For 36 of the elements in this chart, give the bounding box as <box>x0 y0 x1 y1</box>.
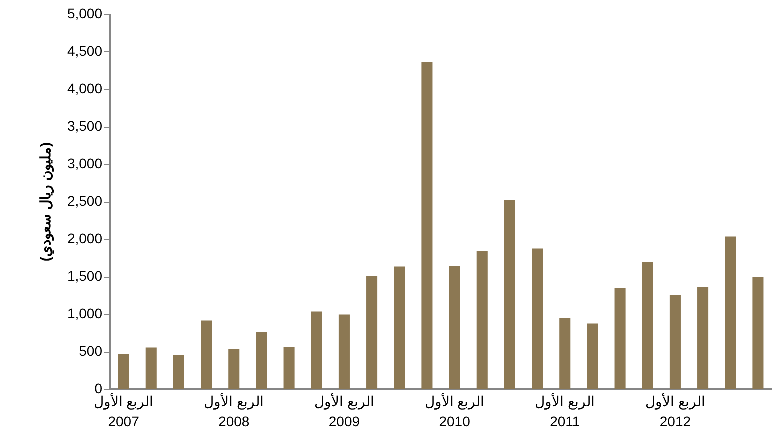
bar <box>670 295 681 389</box>
bar <box>698 287 709 389</box>
y-tick-label: 3,000 <box>67 156 103 172</box>
bar <box>228 349 240 389</box>
bar <box>366 276 378 389</box>
bar <box>311 312 322 389</box>
bar <box>587 324 598 389</box>
bar <box>256 332 268 389</box>
y-tick-label: 0 <box>94 380 103 396</box>
y-tick-label: 4,500 <box>67 43 103 59</box>
y-tick-label: 1,500 <box>67 268 103 284</box>
bar <box>449 266 460 389</box>
bar <box>476 251 488 389</box>
bar <box>532 248 544 389</box>
bar <box>504 200 516 389</box>
y-tick-label: 4,000 <box>67 80 103 96</box>
bar <box>146 348 157 389</box>
bar <box>284 347 295 389</box>
bar <box>642 262 654 389</box>
y-tick-label: 2,500 <box>67 193 103 209</box>
y-tick-label: 5,000 <box>67 6 103 22</box>
y-axis-title: (مليون ريال سعودي) <box>37 142 54 262</box>
bar <box>752 277 764 389</box>
y-tick-label: 500 <box>79 343 103 359</box>
bar <box>118 354 130 389</box>
y-tick-label: 3,500 <box>67 118 103 134</box>
bar <box>201 320 212 389</box>
bar <box>422 62 433 389</box>
bar <box>394 266 406 389</box>
bar <box>725 236 736 389</box>
y-tick-label: 1,000 <box>67 306 103 322</box>
y-tick-label: 2,000 <box>67 230 103 246</box>
bar <box>338 314 350 389</box>
bar <box>173 355 184 389</box>
bar <box>560 318 571 389</box>
bar <box>614 288 626 389</box>
